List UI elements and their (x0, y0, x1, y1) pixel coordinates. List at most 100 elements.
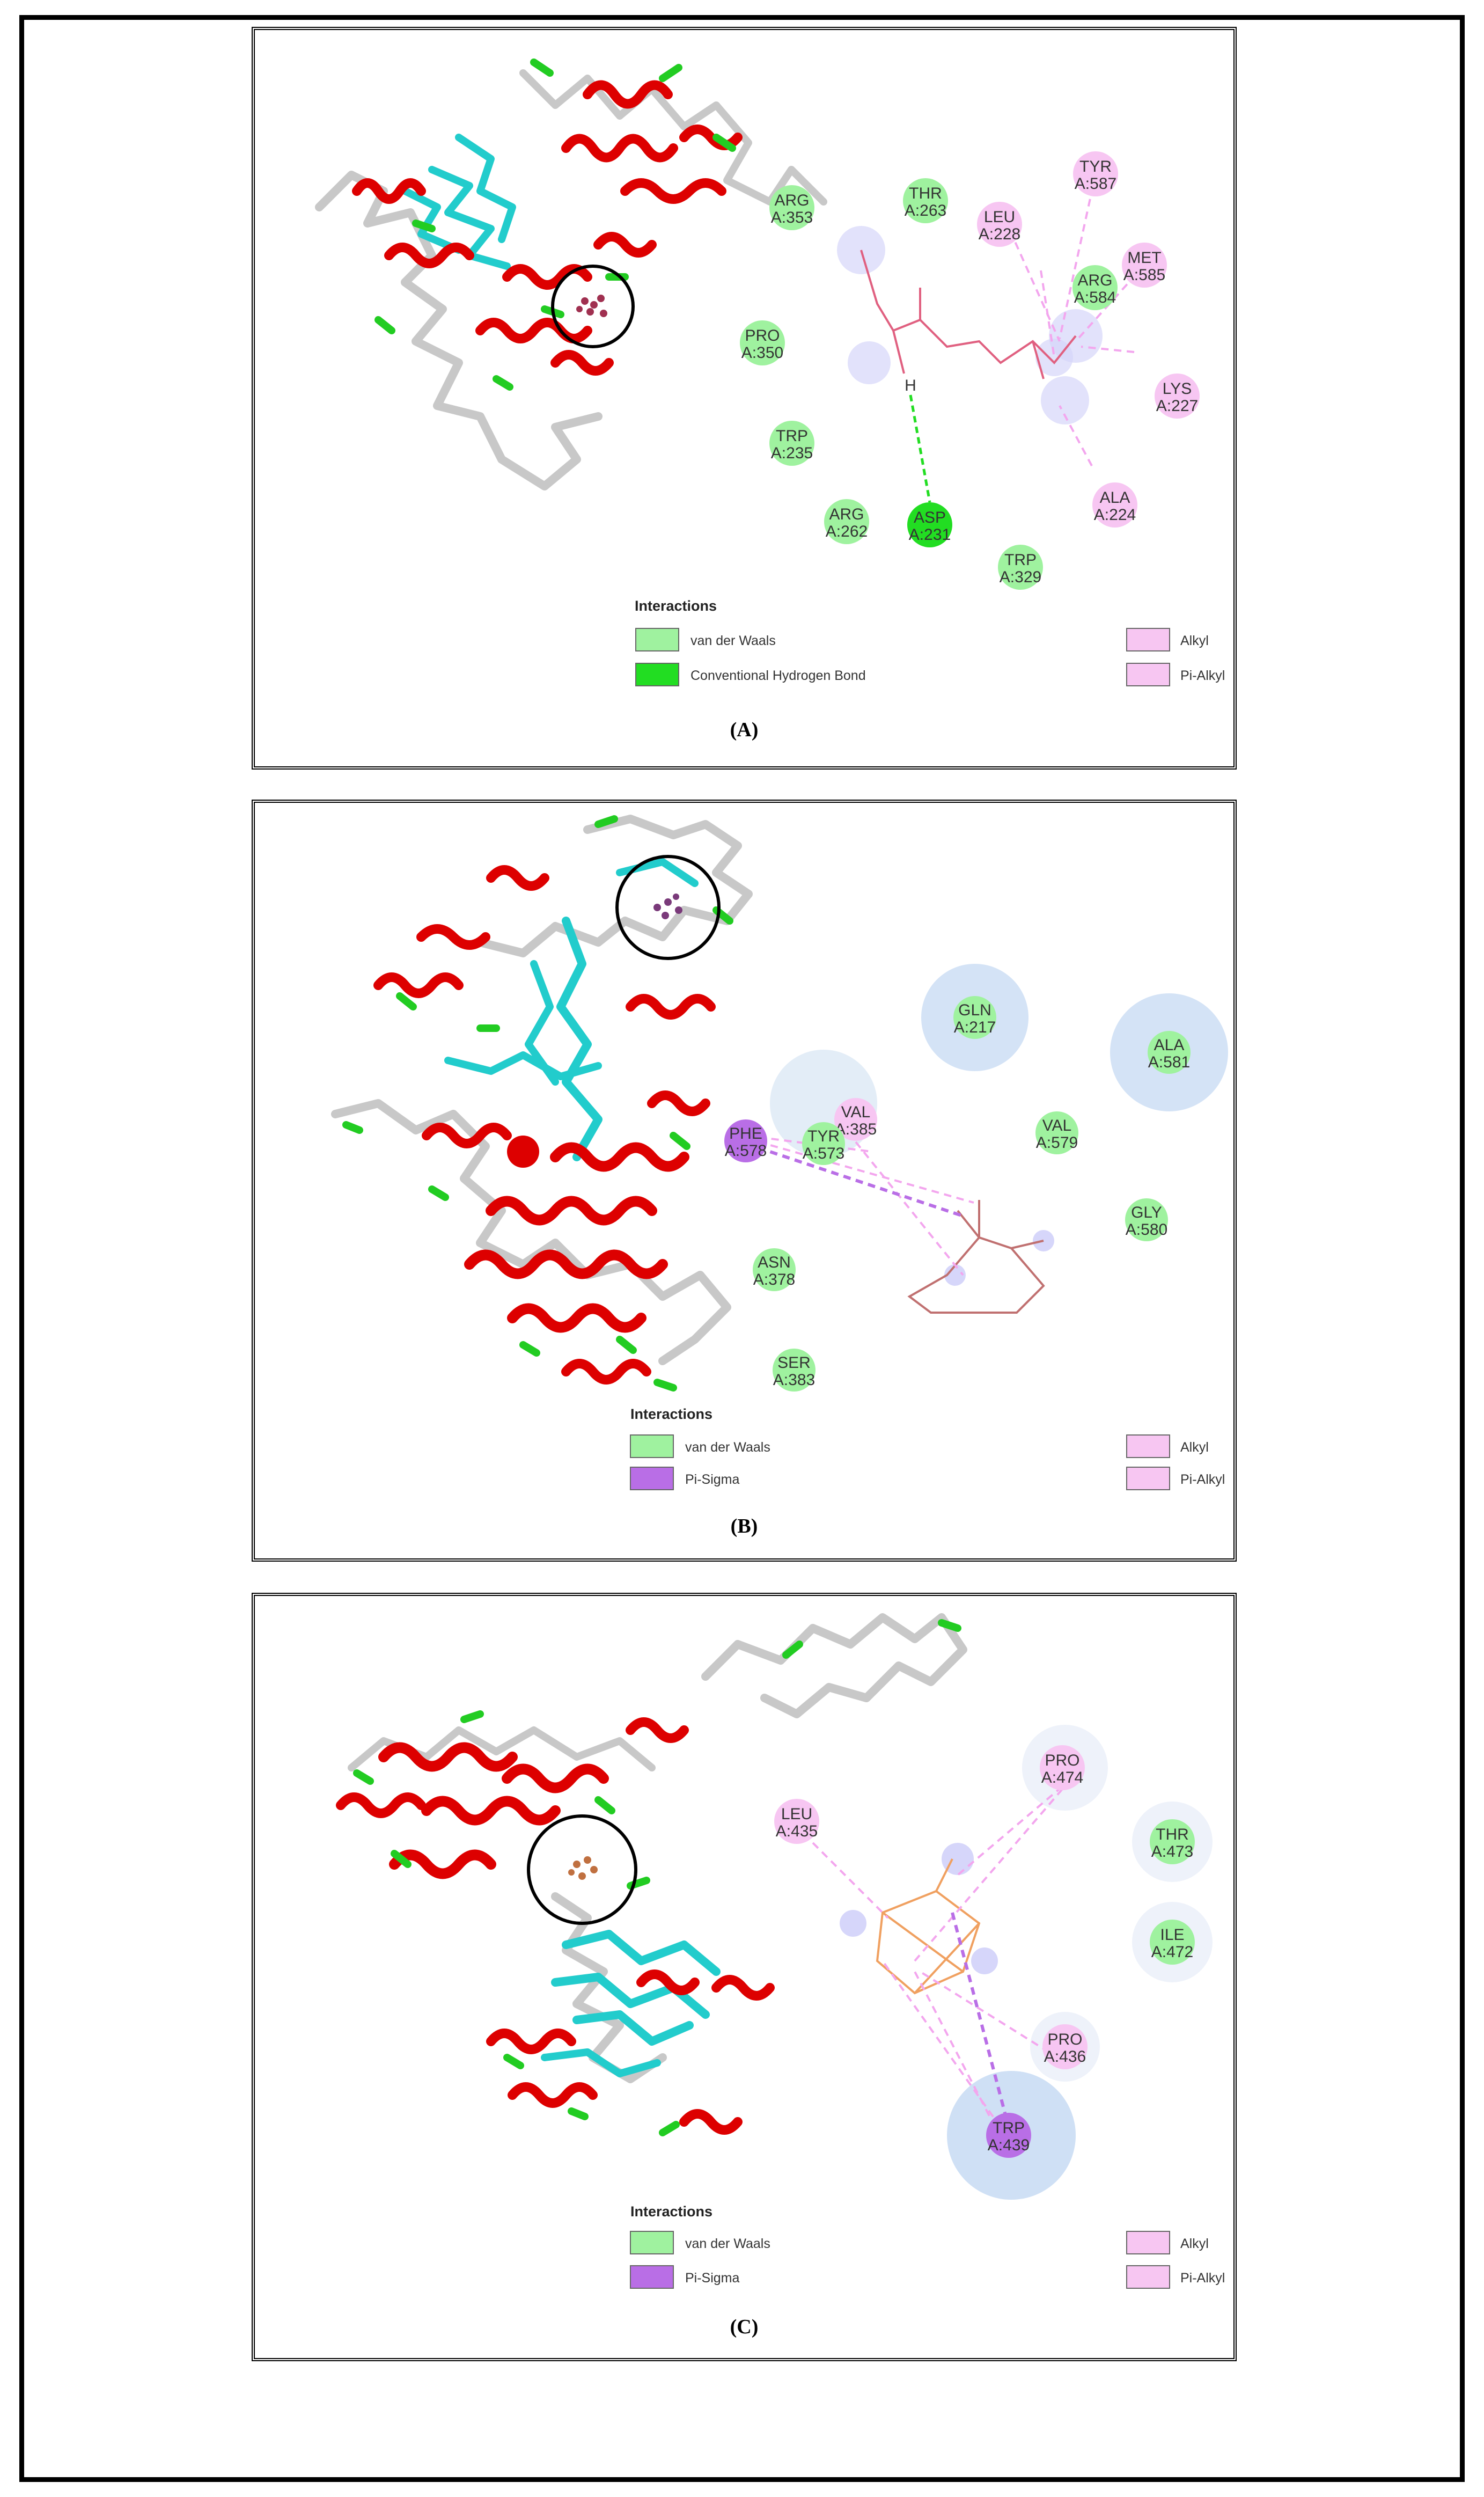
figure-frame (19, 15, 1465, 2482)
binding-site-circle-c (527, 1814, 637, 1925)
residue-name: PRO (1047, 2031, 1082, 2048)
residue-circle (1150, 1920, 1195, 1965)
residue-name: VAL (841, 1103, 870, 1121)
residue-circle (1073, 151, 1118, 196)
legend-item: Pi-Alkyl (1180, 2271, 1225, 2286)
residue-id: A:228 (979, 225, 1020, 243)
residue-id: A:474 (1041, 1769, 1083, 1786)
residue-name: LEU (781, 1805, 812, 1823)
legend-swatch-vdw (630, 2231, 674, 2254)
protein-structure-c (336, 1613, 967, 2136)
panel-c-label: (C) (730, 2316, 759, 2338)
residue-circle (953, 996, 996, 1039)
residue-name: LEU (984, 208, 1015, 226)
legend-swatch-vdw (635, 628, 679, 651)
residue-name: MET (1127, 249, 1161, 267)
residue-name: ASN (758, 1254, 791, 1271)
residue-id: A:231 (909, 526, 951, 544)
legend-b: Interactions van der Waals Pi-Sigma Alky… (630, 1406, 1225, 1490)
hydrogen-atom-label: H (905, 377, 916, 394)
residue-circle (1040, 1745, 1085, 1790)
legend-item: Alkyl (1180, 633, 1209, 648)
panel-b: GLN A:217 ALA A:581 VAL A:385 TYR A:573 VAL A:579… (252, 800, 1237, 1562)
residue-circle (774, 1799, 819, 1844)
ligand-c (568, 1856, 598, 1880)
protein-structure-b (331, 815, 753, 1392)
residue-name: LYS (1163, 380, 1192, 398)
legend-item: van der Waals (685, 2236, 770, 2251)
residue-circle (724, 1119, 767, 1162)
legend-item: Pi-Alkyl (1180, 1472, 1225, 1487)
residue-id: A:573 (803, 1145, 844, 1162)
residue-id: A:235 (771, 444, 813, 462)
legend-swatch-pi-alkyl (1126, 663, 1170, 686)
residue-name: TYR (807, 1127, 840, 1145)
ligand-b (653, 894, 682, 919)
legend-title: Interactions (630, 2203, 712, 2220)
residues-b: GLNA:217ALAA:581VALA:385TYRA:573VALA:579… (724, 996, 1191, 1392)
residue-id: A:350 (741, 344, 783, 362)
residue-id: A:581 (1148, 1053, 1190, 1071)
legend-swatch-vdw (630, 1434, 674, 1458)
residue-circle (773, 1349, 816, 1392)
residue-name: VAL (1042, 1117, 1071, 1134)
residue-circle (907, 502, 952, 547)
legend-item: van der Waals (685, 1440, 770, 1455)
binding-site-circle-b (615, 855, 721, 960)
panel-a: H ARG A:353 THR A:263 LEU A:228 TYR A:587 MET A:5… (252, 27, 1237, 770)
residue-name: ARG (1077, 272, 1112, 289)
residue-circle (1042, 2024, 1088, 2069)
legend-item: van der Waals (690, 633, 776, 648)
residue-name: TRP (776, 427, 808, 445)
legend-item: Alkyl (1180, 1440, 1209, 1455)
residue-id: A:263 (905, 202, 946, 219)
legend-swatch-hbond (635, 663, 679, 686)
panel-a-label: (A) (730, 719, 759, 741)
residue-name: ALA (1154, 1036, 1185, 1054)
residue-id: A:587 (1075, 175, 1116, 193)
residue-circle (977, 202, 1022, 247)
residue-circle (1122, 243, 1167, 288)
residue-circle (1035, 1111, 1078, 1154)
residue-name: SER (777, 1354, 811, 1372)
residue-id: A:353 (771, 209, 813, 226)
residue-circle (834, 1098, 877, 1141)
legend-swatch-pi-sigma (630, 1467, 674, 1490)
residue-circle (1092, 482, 1137, 528)
residue-circle (1072, 265, 1118, 310)
legend-swatch-alkyl (1126, 628, 1170, 651)
residue-circle (740, 320, 785, 365)
residue-name: ASP (914, 509, 946, 526)
legend-item: Conventional Hydrogen Bond (690, 668, 866, 683)
legend-item: Pi-Sigma (685, 2271, 740, 2286)
residue-id: A:439 (988, 2136, 1030, 2154)
residue-name: ARG (774, 192, 809, 209)
residue-id: A:436 (1044, 2048, 1086, 2066)
legend-swatch-pi-sigma (630, 2265, 674, 2289)
legend-swatch-pi-alkyl (1126, 2265, 1170, 2289)
residue-circle (753, 1248, 796, 1291)
residue-name: TYR (1079, 158, 1112, 175)
residue-circle (1150, 1819, 1195, 1864)
binding-site-circle-a (551, 265, 635, 348)
residue-id: A:578 (725, 1142, 767, 1160)
interaction-diagram-a: H (837, 173, 1145, 503)
legend-item: Alkyl (1180, 2236, 1209, 2251)
panel-c: PRO A:474 LEU A:435 THR A:473 ILE A:472 PRO A:436… (252, 1593, 1237, 2361)
residue-id: A:383 (773, 1371, 815, 1389)
